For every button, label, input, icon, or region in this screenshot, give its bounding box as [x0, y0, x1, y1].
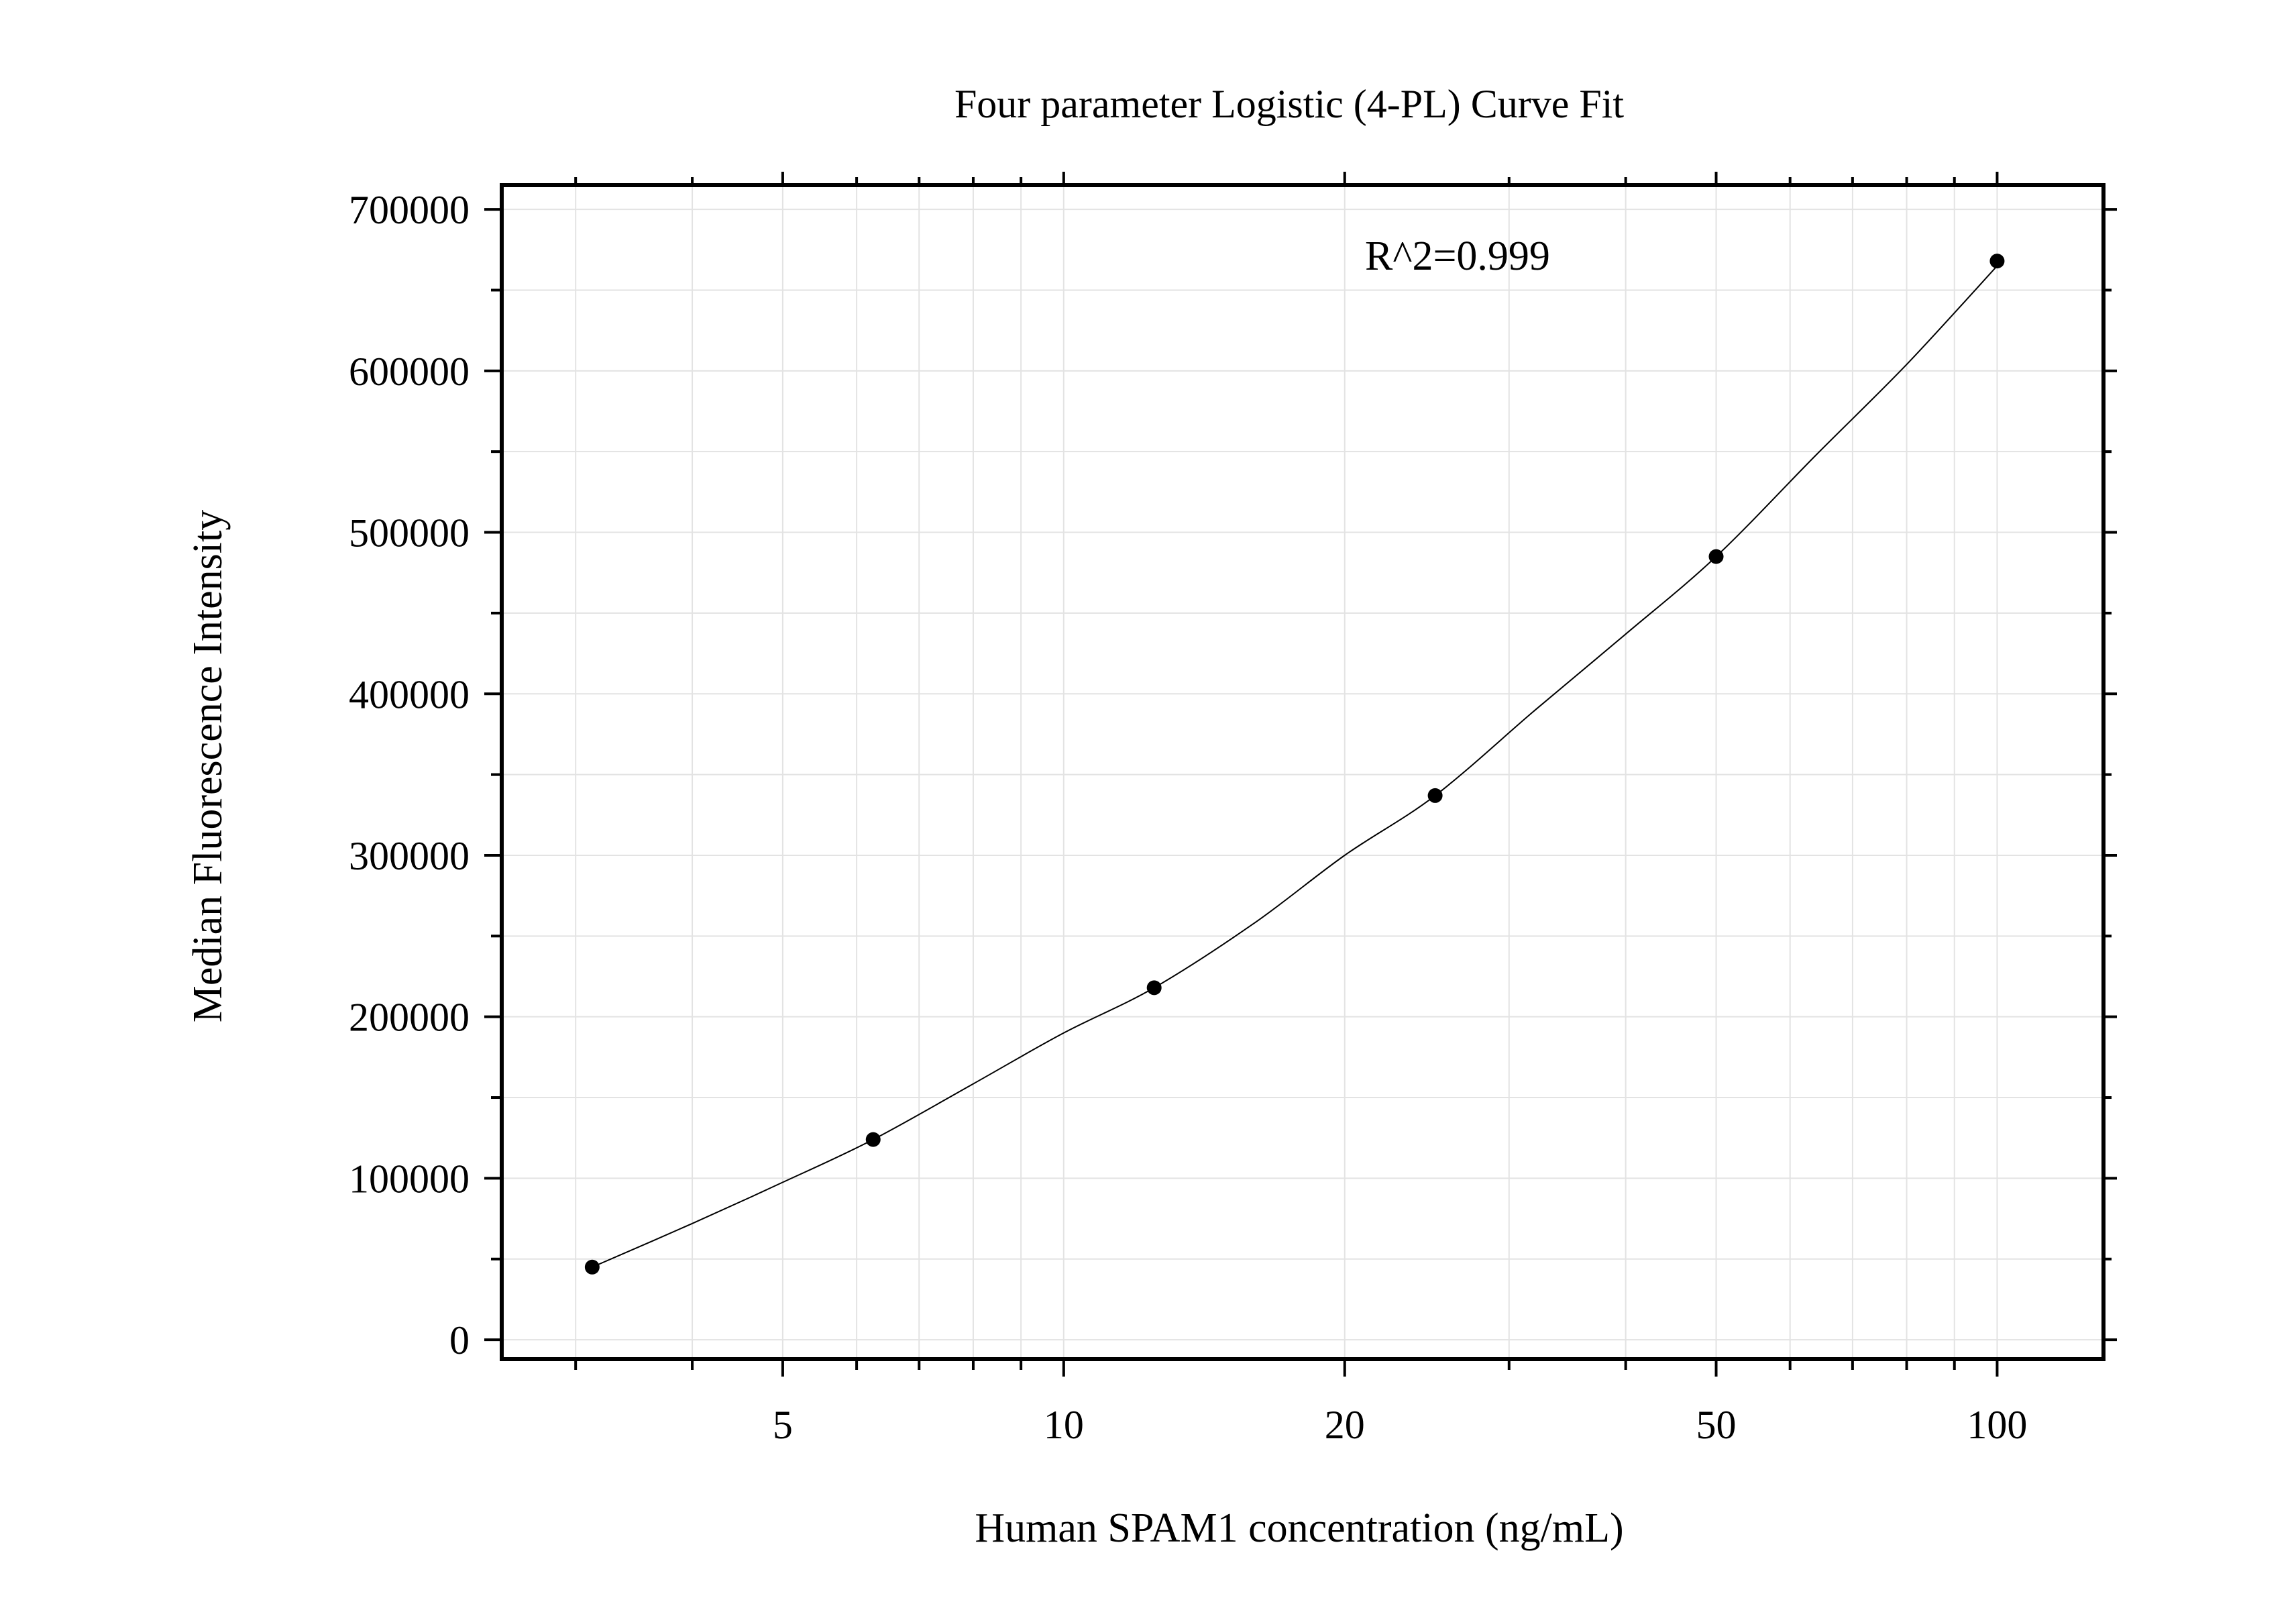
data-point [1427, 788, 1443, 803]
y-axis-title: Median Fluorescence Intensity [185, 510, 231, 1022]
x-tick-label: 20 [1325, 1403, 1365, 1447]
y-tick-label: 300000 [349, 834, 470, 878]
y-tick-label: 100000 [349, 1157, 470, 1201]
tick-labels: 0 100000 200000 300000 400000 500000 600000 700… [349, 188, 2027, 1447]
data-point [1146, 980, 1162, 996]
x-tick-label: 10 [1044, 1403, 1084, 1447]
y-tick-label: 200000 [349, 996, 470, 1040]
plot-frame [500, 183, 2106, 1361]
y-tick-label: 700000 [349, 188, 470, 232]
data-points [584, 254, 2005, 1275]
x-tick-label: 5 [773, 1403, 793, 1447]
fit-curve [592, 265, 1998, 1268]
grid [502, 185, 2103, 1359]
y-tick-label: 500000 [349, 511, 470, 555]
data-point [1708, 549, 1724, 564]
y-tick-label: 0 [449, 1318, 470, 1362]
y-tick-label: 400000 [349, 672, 470, 716]
data-point [865, 1132, 881, 1147]
y-tick-label: 600000 [349, 350, 470, 394]
data-point [584, 1259, 600, 1275]
r-squared-annotation: R^2=0.999 [1365, 233, 1550, 279]
x-tick-label: 50 [1696, 1403, 1737, 1447]
chart-title: Four parameter Logistic (4-PL) Curve Fit [954, 82, 1624, 126]
data-point [1989, 254, 2005, 269]
x-axis-title: Human SPAM1 concentration (ng/mL) [975, 1505, 1623, 1551]
x-tick-label: 100 [1967, 1403, 2027, 1447]
axis-ticks [484, 172, 2117, 1377]
